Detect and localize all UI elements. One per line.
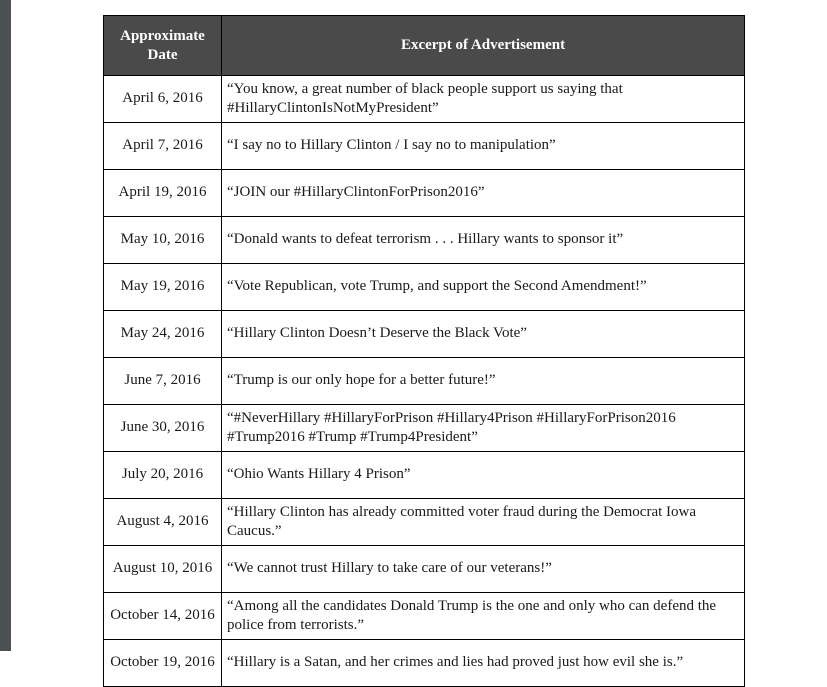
- cell-excerpt: “You know, a great number of black peopl…: [221, 75, 745, 123]
- table-row: April 19, 2016 “JOIN our #HillaryClinton…: [103, 169, 745, 217]
- cell-excerpt: “JOIN our #HillaryClintonForPrison2016”: [221, 169, 745, 217]
- table-row: July 20, 2016 “Ohio Wants Hillary 4 Pris…: [103, 451, 745, 499]
- table-row: May 24, 2016 “Hillary Clinton Doesn’t De…: [103, 310, 745, 358]
- table-row: April 7, 2016 “I say no to Hillary Clint…: [103, 122, 745, 170]
- table-row: May 10, 2016 “Donald wants to defeat ter…: [103, 216, 745, 264]
- cell-excerpt: “Hillary is a Satan, and her crimes and …: [221, 639, 745, 687]
- table-row: June 30, 2016 “#NeverHillary #HillaryFor…: [103, 404, 745, 452]
- cell-date: October 19, 2016: [103, 639, 222, 687]
- table-header: Approximate Date Excerpt of Advertisemen…: [103, 15, 745, 76]
- document-page: p Approximate Date Excerpt of Advertisem…: [0, 0, 745, 687]
- cell-excerpt: “#NeverHillary #HillaryForPrison #Hillar…: [221, 404, 745, 452]
- table-row: May 19, 2016 “Vote Republican, vote Trum…: [103, 263, 745, 311]
- table-row: August 4, 2016 “Hillary Clinton has alre…: [103, 498, 745, 546]
- table-row: August 10, 2016 “We cannot trust Hillary…: [103, 545, 745, 593]
- cell-date: May 19, 2016: [103, 263, 222, 311]
- cell-date: August 4, 2016: [103, 498, 222, 546]
- cell-excerpt: “Donald wants to defeat terrorism . . . …: [221, 216, 745, 264]
- cell-date: May 24, 2016: [103, 310, 222, 358]
- table-row: June 7, 2016 “Trump is our only hope for…: [103, 357, 745, 405]
- cell-date: June 7, 2016: [103, 357, 222, 405]
- column-header-approximate-date: Approximate Date: [103, 15, 222, 76]
- table-row: October 14, 2016 “Among all the candidat…: [103, 592, 745, 640]
- cell-excerpt: “Hillary Clinton has already committed v…: [221, 498, 745, 546]
- cell-date: April 7, 2016: [103, 122, 222, 170]
- advertisement-excerpt-table: Approximate Date Excerpt of Advertisemen…: [103, 15, 745, 687]
- cell-date: June 30, 2016: [103, 404, 222, 452]
- cell-excerpt: “Ohio Wants Hillary 4 Prison”: [221, 451, 745, 499]
- cell-date: April 6, 2016: [103, 75, 222, 123]
- cell-date: May 10, 2016: [103, 216, 222, 264]
- table-body: April 6, 2016 “You know, a great number …: [103, 75, 745, 687]
- cell-excerpt: “Vote Republican, vote Trump, and suppor…: [221, 263, 745, 311]
- cell-date: October 14, 2016: [103, 592, 222, 640]
- cell-date: July 20, 2016: [103, 451, 222, 499]
- column-header-date-line1: Approximate: [120, 27, 205, 44]
- cell-excerpt: “Among all the candidates Donald Trump i…: [221, 592, 745, 640]
- table-row: April 6, 2016 “You know, a great number …: [103, 75, 745, 123]
- cell-excerpt: “I say no to Hillary Clinton / I say no …: [221, 122, 745, 170]
- cell-excerpt: “We cannot trust Hillary to take care of…: [221, 545, 745, 593]
- cell-date: August 10, 2016: [103, 545, 222, 593]
- column-header-excerpt-of-advertisement: Excerpt of Advertisement: [221, 15, 745, 76]
- cell-date: April 19, 2016: [103, 169, 222, 217]
- table-row: October 19, 2016 “Hillary is a Satan, an…: [103, 639, 745, 687]
- cell-excerpt: “Trump is our only hope for a better fut…: [221, 357, 745, 405]
- column-header-date-line2: Date: [147, 46, 178, 63]
- cell-excerpt: “Hillary Clinton Doesn’t Deserve the Bla…: [221, 310, 745, 358]
- page-edge-strip: [0, 0, 11, 651]
- table-header-row: Approximate Date Excerpt of Advertisemen…: [103, 15, 745, 76]
